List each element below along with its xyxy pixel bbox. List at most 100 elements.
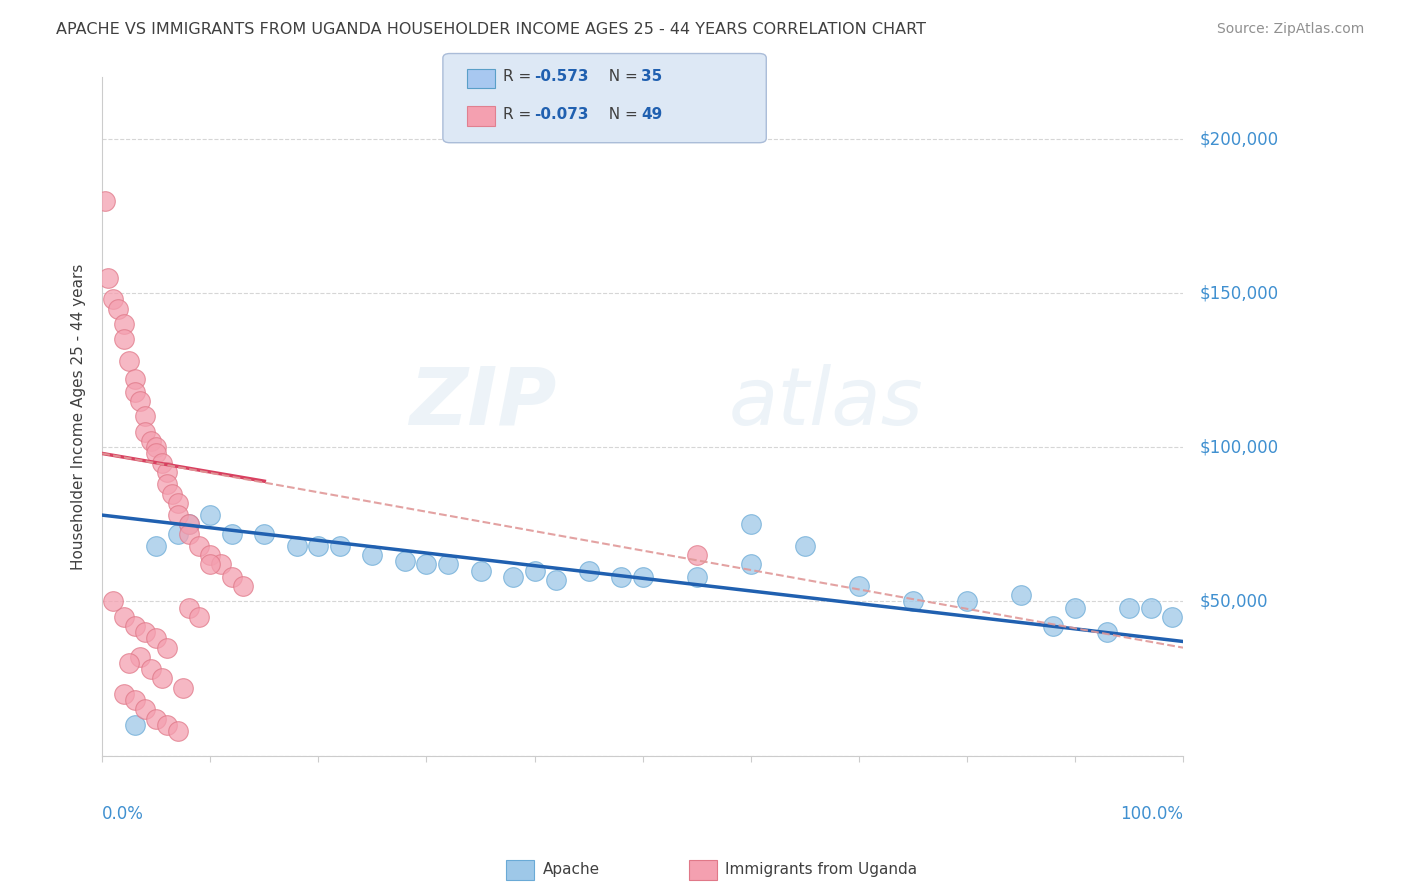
Point	[124, 372, 146, 386]
Point	[329, 539, 352, 553]
Point	[107, 301, 129, 316]
Point	[167, 723, 190, 738]
Text: 0.0%: 0.0%	[103, 805, 143, 822]
Y-axis label: Householder Income Ages 25 - 44 years: Householder Income Ages 25 - 44 years	[72, 263, 86, 570]
Text: ZIP: ZIP	[409, 364, 557, 442]
Point	[177, 526, 200, 541]
Point	[118, 354, 141, 368]
Point	[209, 558, 232, 572]
Text: $150,000: $150,000	[1199, 285, 1278, 302]
Text: Apache: Apache	[543, 863, 600, 877]
Text: N =: N =	[599, 107, 643, 121]
Point	[134, 425, 156, 439]
Point	[361, 548, 384, 562]
Text: atlas: atlas	[730, 364, 924, 442]
Point	[129, 394, 152, 409]
Point	[307, 539, 329, 553]
Point	[172, 681, 194, 695]
Point	[162, 486, 184, 500]
Point	[502, 570, 524, 584]
Point	[578, 564, 600, 578]
Point	[145, 712, 167, 726]
Point	[134, 409, 156, 424]
Point	[124, 693, 146, 707]
Point	[112, 333, 135, 347]
Text: APACHE VS IMMIGRANTS FROM UGANDA HOUSEHOLDER INCOME AGES 25 - 44 YEARS CORRELATI: APACHE VS IMMIGRANTS FROM UGANDA HOUSEHO…	[56, 22, 927, 37]
Point	[631, 570, 654, 584]
Point	[129, 649, 152, 664]
Point	[177, 517, 200, 532]
Point	[112, 610, 135, 624]
Point	[150, 456, 173, 470]
Point	[221, 526, 243, 541]
Text: -0.073: -0.073	[534, 107, 589, 121]
Point	[156, 477, 179, 491]
Point	[150, 672, 173, 686]
Point	[112, 687, 135, 701]
Point	[793, 539, 815, 553]
Point	[167, 508, 190, 522]
Point	[124, 619, 146, 633]
Point	[1097, 625, 1119, 640]
Point	[437, 558, 460, 572]
Point	[1064, 600, 1087, 615]
Point	[1042, 619, 1064, 633]
Text: Immigrants from Uganda: Immigrants from Uganda	[725, 863, 918, 877]
Text: $50,000: $50,000	[1199, 592, 1268, 610]
Point	[156, 640, 179, 655]
Point	[394, 554, 416, 568]
Point	[139, 434, 162, 449]
Point	[124, 384, 146, 399]
Point	[97, 270, 120, 285]
Point	[145, 440, 167, 454]
Point	[1161, 610, 1184, 624]
Point	[134, 702, 156, 716]
Point	[139, 662, 162, 676]
Point	[118, 656, 141, 670]
Point	[1139, 600, 1161, 615]
Text: R =: R =	[503, 70, 537, 84]
Point	[167, 526, 190, 541]
Point	[167, 496, 190, 510]
Point	[156, 465, 179, 479]
Point	[523, 564, 546, 578]
Point	[415, 558, 437, 572]
Point	[94, 194, 117, 208]
Point	[177, 600, 200, 615]
Point	[610, 570, 633, 584]
Point	[1118, 600, 1140, 615]
Point	[848, 579, 870, 593]
Point	[188, 539, 211, 553]
Text: R =: R =	[503, 107, 537, 121]
Point	[124, 717, 146, 731]
Point	[134, 625, 156, 640]
Point	[285, 539, 308, 553]
Text: -0.573: -0.573	[534, 70, 589, 84]
Text: N =: N =	[599, 70, 643, 84]
Point	[956, 594, 979, 608]
Point	[200, 558, 222, 572]
Point	[221, 570, 243, 584]
Point	[253, 526, 276, 541]
Point	[101, 293, 124, 307]
Point	[686, 548, 709, 562]
Point	[232, 579, 254, 593]
Point	[145, 632, 167, 646]
Text: $200,000: $200,000	[1199, 130, 1278, 148]
Point	[145, 446, 167, 460]
Point	[901, 594, 924, 608]
Text: 35: 35	[641, 70, 662, 84]
Point	[177, 517, 200, 532]
Text: $100,000: $100,000	[1199, 438, 1278, 457]
Point	[145, 539, 167, 553]
Point	[101, 594, 124, 608]
Point	[686, 570, 709, 584]
Text: Source: ZipAtlas.com: Source: ZipAtlas.com	[1216, 22, 1364, 37]
Point	[1010, 588, 1032, 602]
Text: 49: 49	[641, 107, 662, 121]
Point	[188, 610, 211, 624]
Point	[156, 717, 179, 731]
Point	[200, 508, 222, 522]
Text: 100.0%: 100.0%	[1121, 805, 1182, 822]
Point	[470, 564, 492, 578]
